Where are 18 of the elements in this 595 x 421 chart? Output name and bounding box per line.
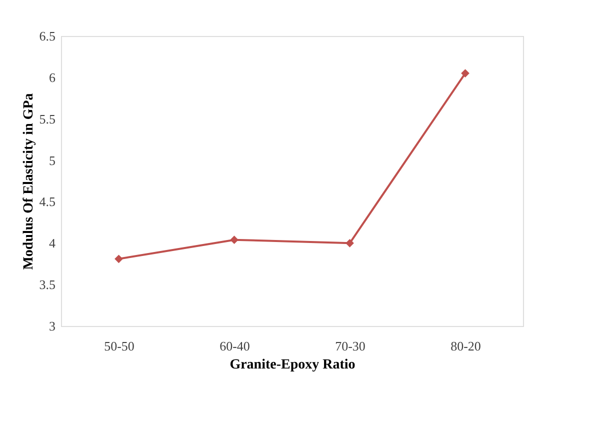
x-tick-label: 50-50 bbox=[104, 338, 134, 354]
y-tick-label: 5 bbox=[49, 152, 56, 168]
x-tick-label: 70-30 bbox=[335, 338, 366, 354]
point bbox=[346, 238, 354, 248]
point bbox=[461, 69, 470, 78]
y-tick-label: 4 bbox=[49, 236, 56, 251]
y-tick-label: 3.5 bbox=[39, 277, 56, 292]
y-tick-label: 4.5 bbox=[39, 194, 56, 210]
x-tick-label: 60-40 bbox=[220, 338, 250, 354]
y-tick-label: 6 bbox=[49, 70, 56, 85]
y-tick-label: 6.5 bbox=[39, 28, 56, 44]
y-axis-title: Modulus Of Elasticity in GPa bbox=[21, 93, 36, 270]
x-tick-label: 80-20 bbox=[450, 338, 481, 354]
x-axis-title: Granite-Epoxy Ratio bbox=[230, 358, 356, 372]
point bbox=[114, 254, 123, 264]
y-tick-label: 3 bbox=[49, 318, 56, 334]
point bbox=[230, 236, 238, 244]
y-tick-label: 5.5 bbox=[39, 111, 56, 126]
